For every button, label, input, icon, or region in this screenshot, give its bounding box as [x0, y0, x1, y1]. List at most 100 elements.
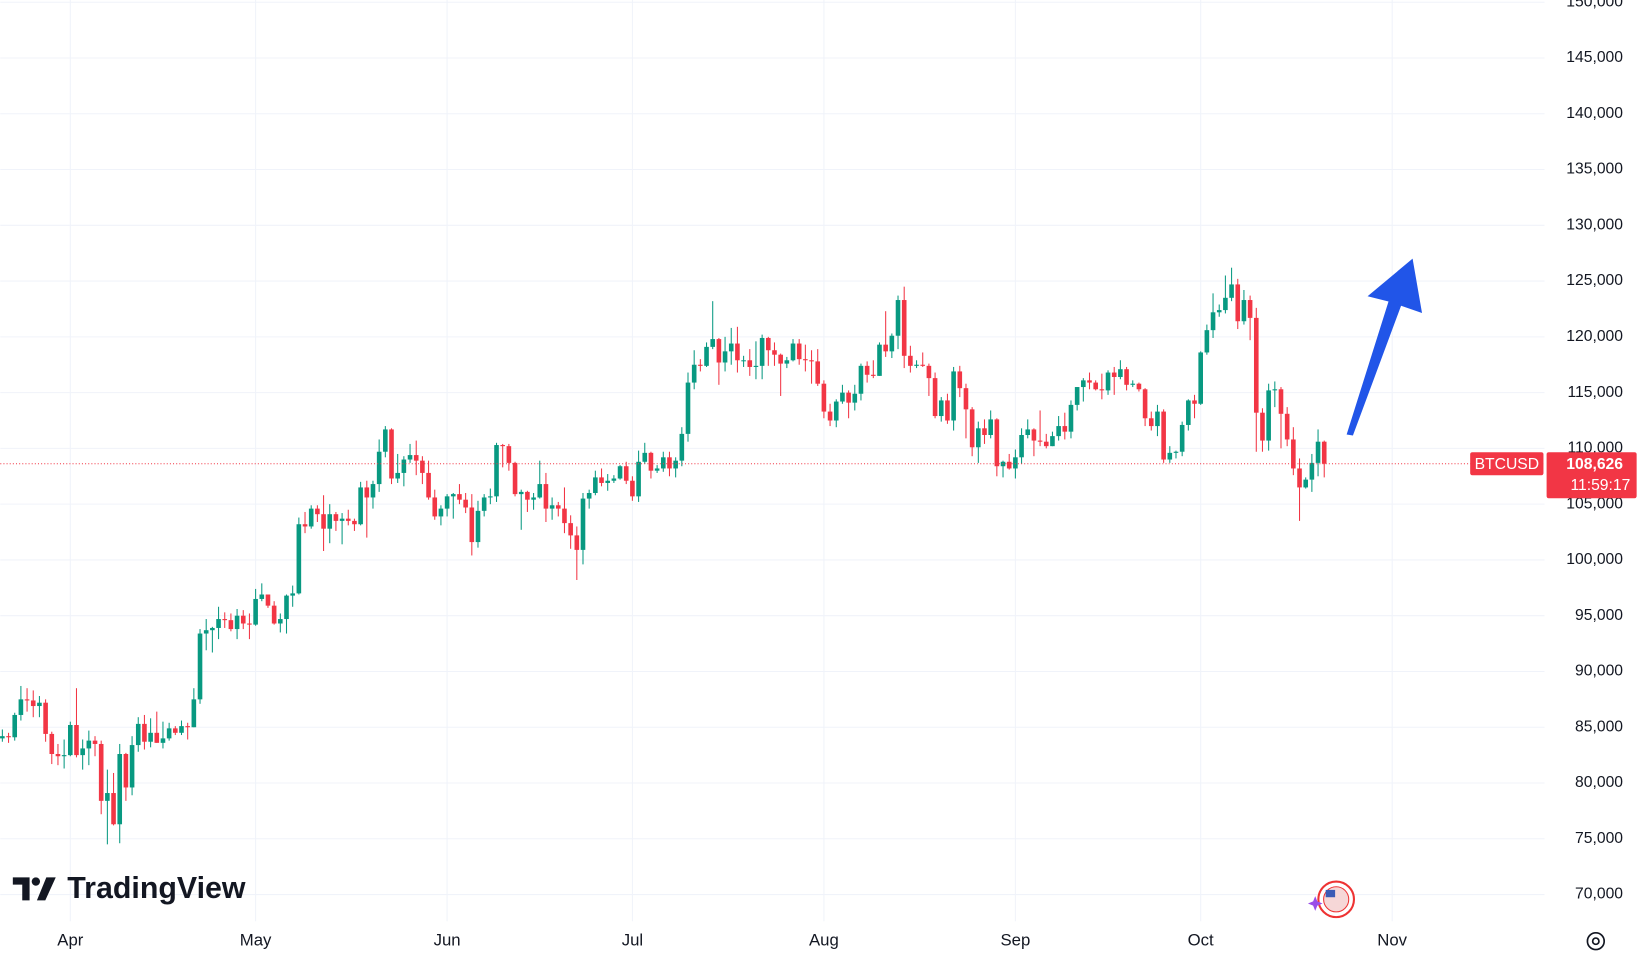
- candle-body: [55, 754, 61, 757]
- y-tick-label: 105,000: [1566, 495, 1623, 512]
- candle-body: [611, 478, 617, 481]
- candle-body: [148, 732, 153, 742]
- candle-body: [370, 484, 376, 498]
- candle-body: [543, 484, 549, 509]
- candle-body: [586, 493, 592, 499]
- candle-body: [197, 633, 203, 700]
- candle-body: [86, 740, 92, 749]
- candle-body: [358, 487, 363, 525]
- candle-body: [1167, 452, 1173, 460]
- candle-body: [1031, 429, 1037, 441]
- candle-body: [759, 337, 765, 366]
- candle-body: [129, 745, 135, 788]
- candle-body: [68, 725, 73, 756]
- candle-body: [49, 733, 55, 755]
- x-tick-label: Oct: [1188, 931, 1214, 950]
- candle-body: [772, 350, 777, 355]
- candle-body: [871, 374, 876, 376]
- y-tick-label: 80,000: [1575, 774, 1623, 791]
- candle-body: [1192, 400, 1197, 404]
- candle-body: [809, 360, 814, 362]
- candle-body: [469, 507, 475, 543]
- candle-body: [481, 497, 487, 511]
- flag-canton[interactable]: [1325, 889, 1336, 898]
- x-tick-label: Apr: [57, 931, 83, 950]
- candle-body: [617, 466, 623, 479]
- candle-body: [766, 337, 771, 351]
- candle-body: [654, 468, 660, 471]
- candle-body: [660, 457, 666, 469]
- candle-body: [1130, 383, 1136, 385]
- settings-button[interactable]: [1586, 931, 1606, 951]
- sparkle[interactable]: [1307, 896, 1323, 911]
- candle-body: [914, 364, 919, 366]
- candle-body: [605, 480, 611, 483]
- candle-body: [389, 429, 394, 479]
- candle-body: [352, 520, 357, 525]
- candle-body: [1297, 468, 1302, 488]
- logo-mark: [31, 877, 41, 886]
- candle-body: [364, 487, 370, 498]
- candle-body: [284, 595, 289, 620]
- candle-body: [642, 452, 648, 462]
- logo-mark: [12, 877, 30, 901]
- candle-body: [827, 411, 833, 421]
- y-tick-label: 100,000: [1566, 551, 1623, 568]
- candle-body: [883, 344, 888, 352]
- candle-body: [1303, 479, 1309, 488]
- candle-body: [716, 339, 722, 363]
- gear-center[interactable]: [1591, 937, 1600, 946]
- candle-body: [1266, 390, 1271, 441]
- y-tick-label: 125,000: [1566, 272, 1623, 289]
- candle-body: [1056, 426, 1061, 437]
- candle-body: [117, 754, 123, 825]
- candle-body: [852, 393, 858, 403]
- candle-body: [1142, 389, 1148, 419]
- candle-body: [599, 477, 604, 483]
- candle-body: [475, 510, 481, 543]
- candle-body: [339, 518, 345, 521]
- candle-body: [1019, 435, 1024, 458]
- candle-body: [463, 499, 468, 508]
- candle-body: [1006, 461, 1012, 469]
- candle-body: [12, 714, 18, 738]
- candle-body: [1043, 441, 1049, 447]
- x-tick-label: Jun: [434, 931, 461, 950]
- gear[interactable]: [1586, 931, 1606, 951]
- candle-body: [432, 497, 438, 517]
- flag-icon[interactable]: [1307, 880, 1356, 919]
- candles: [0, 267, 1327, 845]
- candle-body: [685, 382, 691, 434]
- candle-body: [376, 451, 382, 485]
- candle-body: [864, 365, 870, 375]
- candle-body: [1186, 400, 1191, 425]
- candle-body: [228, 620, 234, 630]
- candle-body: [278, 619, 283, 624]
- candle-body: [0, 736, 5, 739]
- candle-body: [525, 491, 530, 500]
- y-tick-label: 95,000: [1575, 607, 1623, 624]
- candle-body: [92, 740, 98, 744]
- candle-body: [413, 455, 419, 461]
- candle-body: [1155, 411, 1160, 427]
- candle-body: [858, 365, 864, 394]
- symbol-tag: [1470, 452, 1544, 476]
- candle-body: [179, 726, 184, 733]
- candle-body: [333, 514, 339, 521]
- candle-body: [160, 738, 166, 743]
- candle-body: [895, 300, 901, 336]
- candle-body: [1068, 404, 1074, 432]
- y-tick-label: 90,000: [1575, 663, 1623, 680]
- candle-body: [191, 699, 197, 728]
- candle-body: [61, 755, 67, 757]
- candle-body: [259, 594, 265, 599]
- candle-body: [673, 460, 678, 469]
- candle-body: [747, 360, 753, 367]
- candle-body: [562, 508, 567, 524]
- candle-body: [1037, 440, 1043, 442]
- candle-body: [345, 518, 351, 521]
- overlay: TradingView BTCUSD 108,626 11:59:17: [0, 258, 1637, 951]
- candle-body: [6, 736, 11, 738]
- candle-body: [1291, 439, 1296, 469]
- candle-body: [500, 445, 505, 447]
